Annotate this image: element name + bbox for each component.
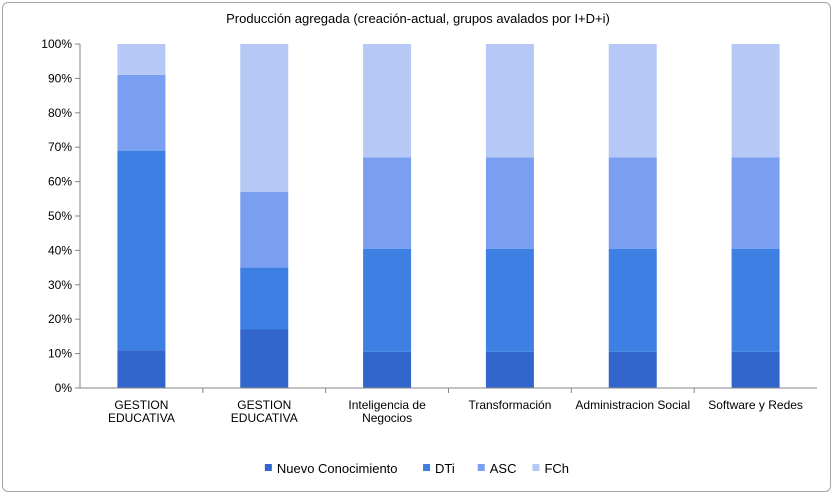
legend: Nuevo Conocimiento DTi ASC FCh [264,461,569,476]
legend-label: FCh [544,461,569,476]
bar-segment-asc [731,157,780,249]
x-category-label: Negocios [362,411,412,425]
legend-label: Nuevo Conocimiento [277,461,398,476]
y-tick-label: 20% [48,312,72,326]
bar-segment-fch [731,44,780,158]
bar-segment-fch [240,44,289,192]
x-category-label: EDUCATIVA [231,411,298,425]
y-tick-label: 60% [48,175,72,189]
bar-segment-dti [363,248,412,352]
x-category-label: GESTION [114,398,168,412]
bar-segment-dti [731,248,780,352]
bar-segment-dti [608,248,657,352]
bar-segment-asc [485,157,534,249]
bar-segment-dti [117,150,166,351]
bar-segment-fch [608,44,657,158]
x-category-label: Administracion Social [575,398,690,412]
bar-segment-asc [608,157,657,249]
y-tick-label: 100% [41,37,72,51]
bar-segment-asc [363,157,412,249]
bar-segment-nuevo-conocimiento [363,351,412,388]
legend-label: ASC [490,461,517,476]
bar-segment-fch [117,44,166,75]
bar-segment-nuevo-conocimiento [240,329,289,388]
x-category-label: Software y Redes [708,398,803,412]
y-tick-label: 80% [48,106,72,120]
legend-label: DTi [435,461,455,476]
legend-swatch [532,464,540,471]
y-tick-label: 0% [55,381,73,395]
bar-segment-fch [485,44,534,158]
bar-segment-asc [117,74,166,151]
y-tick-label: 70% [48,140,72,154]
y-tick-label: 10% [48,347,72,361]
legend-swatch [477,464,485,471]
bar-segment-dti [485,248,534,352]
x-category-label: Transformación [468,398,551,412]
bar-segment-asc [240,191,289,268]
legend-swatch [264,464,272,471]
y-tick-label: 40% [48,243,72,257]
plot-area: 0% 10% 20% 30% 40% 50% 60% 70% 80% 90% 100% GESTION… [41,37,817,425]
bar-segment-fch [363,44,412,158]
x-category-label: Inteligencia de [348,398,426,412]
bar-segment-dti [240,267,289,330]
bar-segment-nuevo-conocimiento [485,351,534,388]
chart-title: Producción agregada (creación-actual, gr… [226,11,610,26]
bar-segment-nuevo-conocimiento [731,351,780,388]
bar-segment-nuevo-conocimiento [117,350,166,388]
y-tick-label: 90% [48,71,72,85]
x-category-label: GESTION [237,398,291,412]
legend-swatch [423,464,431,471]
x-category-label: EDUCATIVA [108,411,175,425]
y-tick-label: 50% [48,209,72,223]
y-tick-label: 30% [48,278,72,292]
bar-segment-nuevo-conocimiento [608,351,657,388]
